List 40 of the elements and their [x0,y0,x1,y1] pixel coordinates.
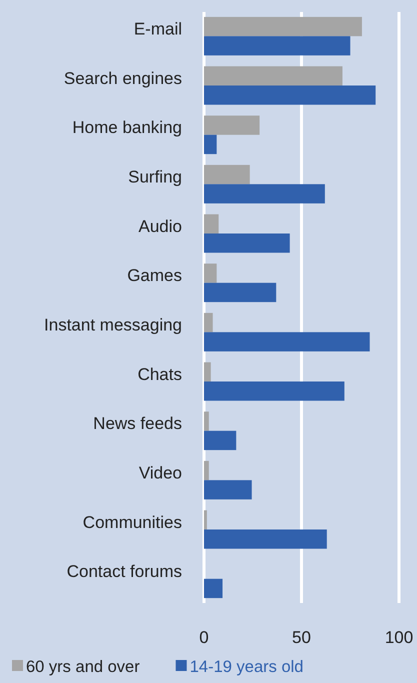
bar [204,578,223,598]
bar [204,264,217,283]
bar [204,184,325,204]
y-tick-label: Video [138,463,182,482]
bar [204,412,209,431]
bar [204,382,344,401]
y-tick-label: Search engines [64,68,182,88]
bar [204,116,260,135]
bar [204,529,327,549]
y-tick-label: Communities [82,512,182,532]
y-tick-label: Instant messaging [44,315,182,334]
x-tick-label: 100 [384,628,414,648]
bar [204,86,376,105]
y-tick-label: Surfing [128,167,182,186]
bar [204,362,211,382]
x-tick-label: 50 [292,628,311,648]
bar [204,214,219,234]
bar [204,16,362,36]
bar [204,430,236,450]
bar [204,134,217,154]
y-tick-label: News feeds [93,414,182,434]
bar [204,164,250,184]
bar [204,480,252,500]
y-tick-label: Chats [138,364,182,384]
bar [204,234,290,253]
y-tick-label: E-mail [134,19,182,38]
y-tick-label: Contact forums [66,562,182,582]
bar [204,332,370,352]
x-tick-label: 0 [199,628,209,648]
legend-label: 14-19 years old [190,658,304,676]
bar [204,510,207,530]
bar [204,66,342,86]
bar [204,312,213,332]
y-tick-label: Home banking [72,118,182,138]
bar [204,282,276,302]
y-tick-label: Audio [138,216,182,236]
legend-label: 60 yrs and over [26,658,140,676]
bar [204,460,209,480]
y-tick-label: Games [127,266,182,286]
bar [204,36,350,56]
